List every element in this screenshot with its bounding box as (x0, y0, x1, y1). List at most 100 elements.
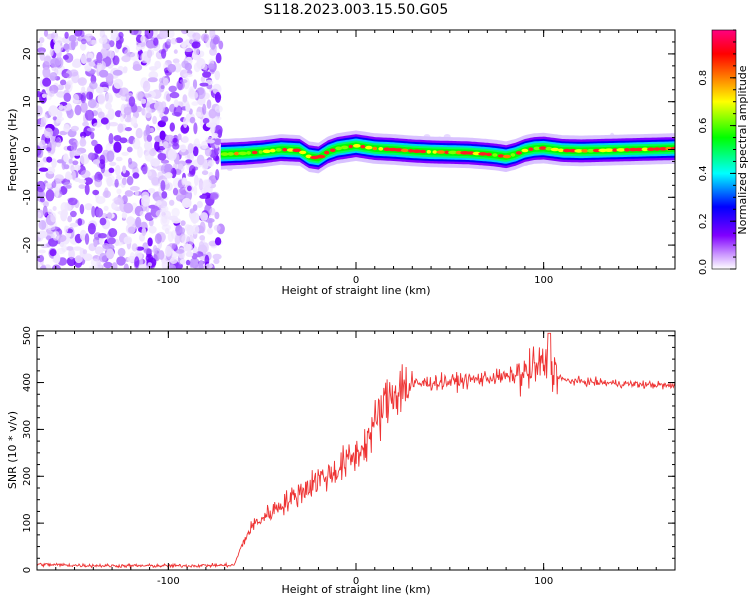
noise-blob (51, 158, 57, 169)
noise-blob (132, 138, 141, 150)
noise-blob (187, 185, 192, 192)
noise-blob (123, 263, 129, 269)
noise-blob (99, 236, 104, 246)
noise-blob (63, 153, 69, 162)
ridge-core-mark (478, 152, 488, 156)
noise-blob (56, 91, 66, 98)
y-tick-label: 10 (22, 95, 33, 108)
noise-blob (95, 207, 104, 218)
noise-blob (109, 161, 117, 166)
noise-blob (94, 246, 104, 255)
noise-blob (152, 115, 158, 125)
snr-panel: -100 0 100 0 100 200 300 400 500 Height of strai… (6, 326, 676, 596)
noise-blob (107, 237, 116, 245)
noise-blob (199, 235, 206, 241)
noise-blob (205, 139, 215, 144)
noise-blob (112, 55, 120, 66)
noise-blob (193, 185, 198, 196)
noise-blob (82, 249, 88, 255)
cb-tick-label: 0.4 (698, 165, 709, 181)
ridge-core-mark (251, 150, 258, 155)
noise-blob (126, 146, 133, 153)
noise-blob (45, 147, 52, 152)
noise-blob (141, 227, 147, 237)
ridge-core-mark (558, 148, 564, 153)
noise-blob (46, 235, 52, 240)
noise-blob (38, 167, 49, 172)
snr-marks (37, 332, 675, 570)
noise-blob (100, 117, 109, 125)
noise-blob (189, 257, 200, 269)
noise-blob (200, 76, 206, 83)
noise-blob (161, 214, 168, 224)
noise-blob (140, 98, 147, 104)
noise-blob (126, 176, 134, 186)
noise-blob (146, 257, 157, 268)
noise-blob (61, 244, 68, 253)
x-tick-label: -100 (157, 275, 180, 286)
noise-blob (188, 234, 194, 246)
noise-blob (49, 48, 54, 57)
noise-blob (157, 152, 167, 161)
noise-blob (79, 153, 90, 165)
noise-blob (48, 105, 59, 117)
noise-blob (42, 66, 51, 79)
noise-blob (79, 204, 85, 215)
noise-blob (81, 38, 87, 45)
noise-blob (141, 194, 150, 207)
noise-blob (185, 103, 191, 113)
noise-blob (202, 180, 211, 191)
noise-blob (185, 259, 191, 266)
noise-blob (122, 68, 128, 74)
noise-blob (55, 186, 60, 198)
noise-blob (162, 141, 169, 149)
noise-blob (96, 51, 103, 64)
noise-blob (62, 54, 69, 60)
noise-blob (80, 43, 87, 51)
ridge-core-mark (604, 148, 614, 152)
ridge-core-mark (658, 147, 668, 151)
noise-blob (63, 43, 70, 50)
noise-blob (49, 72, 58, 81)
noise-blob (181, 234, 190, 245)
noise-blob (93, 240, 98, 248)
noise-blob (209, 193, 219, 201)
noise-blob (52, 206, 57, 211)
noise-blob (56, 110, 63, 119)
noise-blob (183, 73, 193, 78)
noise-blob (189, 35, 194, 44)
ridge-core-mark (521, 148, 529, 153)
noise-blob (213, 138, 223, 145)
ridge-core-mark (634, 147, 644, 152)
noise-blob (105, 92, 113, 104)
noise-blob (156, 200, 162, 206)
ridge-core (220, 144, 675, 160)
noise-blob (53, 36, 64, 45)
noise-blob (82, 253, 93, 261)
noise-blob (188, 91, 199, 100)
noise-blob (77, 77, 87, 86)
cb-tick-label: 0.6 (698, 118, 709, 134)
noise-blobs (37, 30, 225, 269)
snr-xlabel: Height of straight line (km) (281, 583, 430, 596)
noise-blob (98, 69, 109, 78)
noise-blob (51, 264, 61, 269)
noise-blob (115, 241, 124, 246)
noise-blob (200, 212, 208, 221)
noise-blob (181, 41, 187, 48)
noise-blob (47, 225, 56, 231)
noise-blob (181, 197, 192, 209)
noise-blob (72, 149, 77, 157)
noise-blob (64, 225, 69, 233)
noise-blob (113, 135, 122, 142)
noise-blob (146, 49, 153, 59)
y-tick-label: 0 (22, 146, 33, 152)
noise-blob (97, 233, 107, 239)
noise-blob (92, 159, 101, 165)
noise-blob (94, 143, 103, 154)
snr-ylabel: SNR (10 * v/v) (6, 411, 19, 489)
noise-blob (155, 209, 165, 218)
noise-blob (66, 80, 74, 85)
noise-blob (74, 104, 82, 116)
noise-blob (135, 44, 142, 52)
